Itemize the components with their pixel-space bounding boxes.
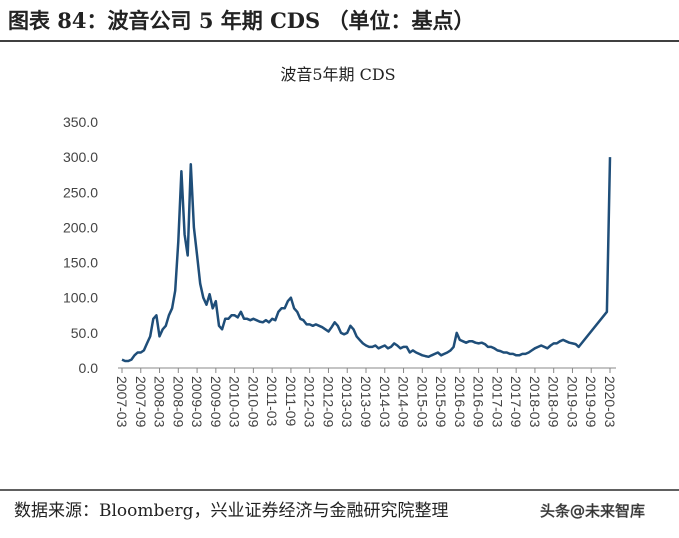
- y-tick-label: 250.0: [63, 184, 98, 200]
- x-tick-label: 2011-09: [283, 376, 299, 427]
- y-tick-label: 0.0: [79, 360, 99, 376]
- x-tick-label: 2007-03: [114, 376, 130, 428]
- y-tick-label: 150.0: [63, 255, 98, 271]
- x-tick-label: 2009-09: [208, 376, 224, 428]
- y-tick-label: 350.0: [63, 114, 98, 130]
- x-tick-label: 2016-03: [452, 376, 468, 428]
- x-tick-label: 2009-03: [189, 376, 205, 428]
- y-tick-label: 300.0: [63, 149, 98, 165]
- x-tick-label: 2007-09: [133, 376, 149, 428]
- series-line: [121, 157, 612, 363]
- x-tick-label: 2020-03: [602, 376, 618, 428]
- x-tick-label: 2010-09: [245, 376, 261, 428]
- x-tick-label: 2010-03: [227, 376, 243, 428]
- x-tick-label: 2018-09: [546, 376, 562, 428]
- y-tick-label: 200.0: [63, 219, 98, 235]
- x-tick-label: 2008-09: [170, 376, 186, 428]
- watermark: 头条@未来智库: [540, 502, 645, 520]
- x-tick-label: 2012-09: [320, 376, 336, 428]
- y-tick-label: 50.0: [71, 325, 98, 341]
- x-tick-label: 2013-09: [358, 376, 374, 428]
- x-tick-label: 2019-03: [564, 376, 580, 428]
- x-tick-label: 2015-03: [414, 376, 430, 428]
- x-tick-label: 2017-09: [508, 376, 524, 428]
- x-tick-label: 2018-03: [527, 376, 543, 428]
- x-tick-label: 2008-03: [152, 376, 168, 428]
- x-tick-label: 2016-09: [471, 376, 487, 428]
- x-tick-label: 2012-03: [302, 376, 318, 428]
- header-title: 图表 84：波音公司 5 年期 CDS （单位：基点）: [8, 8, 474, 33]
- x-tick-label: 2019-09: [583, 376, 599, 428]
- x-tick-label: 2014-03: [377, 376, 393, 428]
- x-tick-label: 2015-09: [433, 376, 449, 428]
- x-tick-label: 2011-03: [264, 376, 280, 427]
- x-tick-label: 2017-03: [489, 376, 505, 428]
- x-tick-label: 2014-09: [396, 376, 412, 428]
- chart-title: 波音5年期 CDS: [280, 65, 395, 84]
- plot: 0.0 50.0 100.0 150.0 200.0 250.0 300.0 350.0 200…: [63, 114, 618, 428]
- source: 数据来源：Bloomberg，兴业证券经济与金融研究院整理: [14, 501, 448, 521]
- y-tick-label: 100.0: [63, 290, 98, 306]
- x-tick-label: 2013-03: [339, 376, 355, 428]
